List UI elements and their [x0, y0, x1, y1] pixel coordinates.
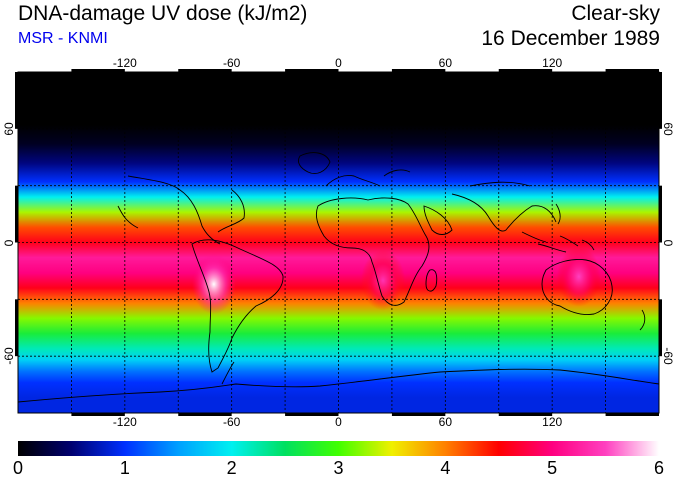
lat-tick-label: 0: [2, 239, 16, 246]
frame-segment: [605, 69, 659, 72]
colorbar-tick-label: 1: [119, 458, 130, 478]
frame-segment: [659, 299, 662, 357]
frame-segment: [391, 69, 446, 72]
coastline-greenland: [297, 152, 331, 174]
frame-ticks: [15, 69, 662, 416]
frame-segment: [659, 72, 662, 129]
frame-segment: [605, 413, 659, 416]
hotspot: [556, 246, 601, 307]
frame-segment: [71, 69, 125, 72]
coastline-africa: [315, 197, 430, 306]
map-title: DNA-damage UV dose (kJ/m2): [18, 2, 308, 25]
lon-tick-label: 60: [438, 56, 453, 70]
lat-tick-label: -60: [661, 347, 675, 365]
coastline-arabia: [423, 205, 453, 235]
frame-segment: [15, 185, 18, 243]
colorbar-tick-label: 0: [12, 458, 24, 478]
frame-segment: [15, 299, 18, 357]
lon-tick-label: -120: [112, 56, 137, 70]
frame-segment: [285, 69, 339, 72]
lon-tick-label: 0: [335, 415, 342, 429]
lon-tick-label: 60: [438, 415, 453, 429]
lon-tick-label: 120: [542, 415, 563, 429]
lat-tick-label: 0: [661, 239, 675, 246]
source-label: MSR - KNMI: [18, 30, 108, 47]
colorbar: [18, 441, 659, 456]
sky-condition-label: Clear-sky: [571, 2, 660, 25]
colorbar-tick-label: 3: [333, 458, 344, 478]
coastline-europe: [325, 169, 411, 187]
frame-segment: [15, 72, 18, 129]
lon-tick-label: 0: [335, 56, 342, 70]
uv-hotspots: [191, 246, 601, 315]
coastline-antarctica: [18, 368, 659, 403]
colorbar-tick-label: 5: [547, 458, 558, 478]
frame-segment: [71, 413, 125, 416]
graticule: [18, 72, 659, 413]
frame-segment: [178, 69, 232, 72]
lat-tick-label: -60: [2, 347, 16, 365]
colorbar-tick-label: 2: [226, 458, 237, 478]
hotspot: [361, 250, 406, 311]
coastline-new-zealand: [639, 309, 646, 331]
lon-tick-label: -60: [222, 56, 241, 70]
coastline-japan: [555, 203, 561, 225]
coastline-australia: [541, 259, 613, 315]
colorbar-tick-label: 4: [440, 458, 451, 478]
date-label: 16 December 1989: [481, 27, 660, 50]
lon-tick-label: 120: [542, 56, 563, 70]
frame-segment: [498, 69, 553, 72]
frame-segment: [285, 413, 339, 416]
lat-tick-label: 60: [2, 122, 16, 136]
lon-tick-label: -60: [222, 415, 241, 429]
coastline-asia: [451, 181, 557, 232]
coastlines: [18, 152, 659, 403]
colorbar-tick-label: 6: [653, 458, 665, 478]
frame-segment: [391, 413, 446, 416]
frame-segment: [659, 185, 662, 243]
lon-tick-label: -120: [112, 415, 137, 429]
coastline-madagascar: [425, 269, 438, 292]
coastline-south-america: [191, 239, 284, 373]
lat-tick-label: 60: [661, 122, 675, 136]
frame-segment: [178, 413, 232, 416]
frame-segment: [498, 413, 553, 416]
coastline-antarctic-peninsula: [221, 361, 235, 385]
